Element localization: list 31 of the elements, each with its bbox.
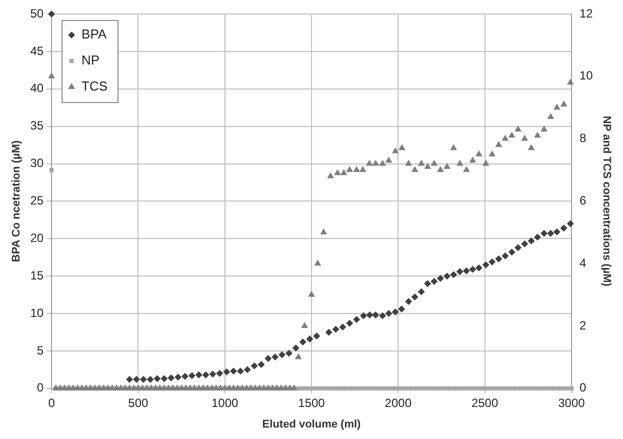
x-tick-label: 1000: [212, 396, 239, 410]
legend-label: BPA: [82, 26, 107, 42]
y-tick-label: 50: [30, 6, 44, 20]
x-axis-title: Eluted volume (ml): [262, 418, 362, 430]
x-tick-label: 2500: [471, 396, 498, 410]
legend-label: TCS: [82, 78, 108, 94]
x-tick-label: 1500: [298, 396, 326, 410]
x-tick-label: 3000: [558, 396, 586, 410]
y-axis-title: BPA Co ncetration (µM): [10, 140, 23, 262]
x-tick-label: 500: [128, 396, 149, 410]
x-tick-label: 0: [48, 396, 56, 410]
y-tick-label: 30: [30, 156, 44, 170]
y2-tick-label: 10: [579, 68, 594, 83]
y-tick-label: 35: [30, 118, 44, 133]
x-tick-label: 2000: [384, 396, 412, 410]
y-tick-label: 40: [30, 81, 44, 96]
y-tick-label: 0: [36, 380, 44, 395]
y2-tick-label: 0: [579, 380, 586, 395]
y-tick-label: 15: [30, 268, 44, 282]
y-tick-label: 45: [30, 44, 44, 58]
legend-label: NP: [82, 52, 100, 68]
y-tick-label: 5: [36, 343, 44, 358]
y-tick-label: 25: [30, 194, 44, 208]
y-tick-label: 10: [30, 306, 44, 320]
y2-tick-label: 4: [579, 256, 586, 270]
y2-tick-label: 6: [579, 194, 586, 208]
y2-tick-label: 8: [579, 131, 586, 146]
y2-tick-label: 12: [579, 6, 594, 20]
y-tick-label: 20: [30, 230, 44, 245]
y2-axis-title: NP and TCS concentrations (µM): [600, 116, 612, 287]
y2-tick-label: 2: [579, 318, 586, 332]
